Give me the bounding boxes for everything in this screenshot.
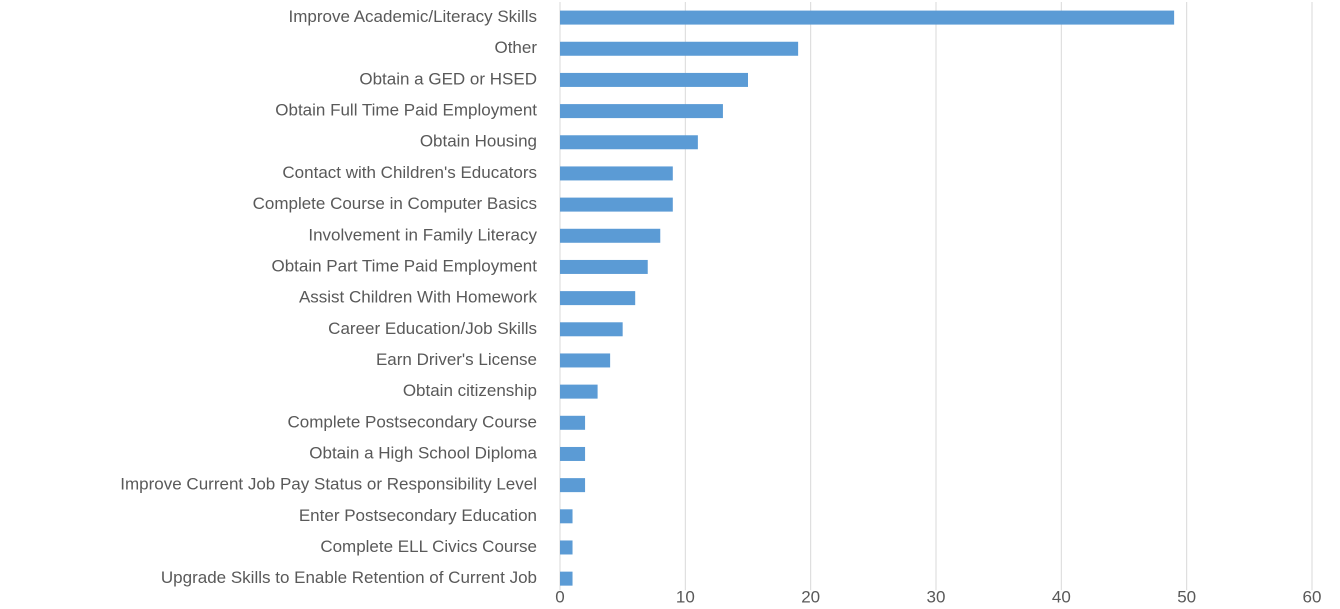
bar bbox=[560, 166, 673, 181]
y-tick-label: Obtain a GED or HSED bbox=[359, 69, 537, 88]
bar bbox=[560, 384, 598, 399]
y-tick-label: Earn Driver's License bbox=[376, 350, 537, 369]
y-tick-label: Improve Academic/Literacy Skills bbox=[289, 7, 537, 26]
bar bbox=[560, 259, 648, 274]
x-tick-label: 20 bbox=[801, 588, 820, 607]
bar bbox=[560, 10, 1175, 25]
bar bbox=[560, 41, 799, 56]
bar bbox=[560, 72, 748, 87]
bar bbox=[560, 322, 623, 337]
y-tick-label: Involvement in Family Literacy bbox=[308, 225, 537, 244]
y-tick-label: Obtain Part Time Paid Employment bbox=[271, 256, 537, 275]
x-tick-label: 40 bbox=[1052, 588, 1071, 607]
y-tick-label: Other bbox=[494, 38, 537, 57]
y-tick-label: Obtain Full Time Paid Employment bbox=[275, 101, 537, 120]
bar bbox=[560, 509, 573, 524]
y-tick-label: Complete ELL Civics Course bbox=[320, 537, 537, 556]
bar bbox=[560, 446, 586, 461]
y-tick-label: Complete Postsecondary Course bbox=[288, 412, 537, 431]
y-tick-label: Contact with Children's Educators bbox=[282, 163, 537, 182]
y-tick-label: Obtain citizenship bbox=[403, 381, 537, 400]
y-tick-label: Enter Postsecondary Education bbox=[299, 506, 537, 525]
x-tick-label: 0 bbox=[555, 588, 564, 607]
bar bbox=[560, 135, 698, 150]
x-tick-label: 60 bbox=[1303, 588, 1322, 607]
bar bbox=[560, 353, 611, 368]
y-tick-label: Improve Current Job Pay Status or Respon… bbox=[120, 475, 537, 494]
x-tick-label: 50 bbox=[1177, 588, 1196, 607]
y-tick-label: Career Education/Job Skills bbox=[328, 319, 537, 338]
bar bbox=[560, 228, 661, 243]
bar bbox=[560, 540, 573, 555]
x-tick-label: 30 bbox=[927, 588, 946, 607]
bar bbox=[560, 291, 636, 306]
y-tick-label: Upgrade Skills to Enable Retention of Cu… bbox=[161, 568, 537, 587]
y-tick-label: Complete Course in Computer Basics bbox=[253, 194, 537, 213]
bar bbox=[560, 104, 723, 119]
bar bbox=[560, 197, 673, 212]
x-tick-label: 10 bbox=[676, 588, 695, 607]
bar bbox=[560, 478, 586, 493]
bar bbox=[560, 415, 586, 430]
y-tick-label: Obtain Housing bbox=[420, 132, 537, 151]
y-tick-label: Assist Children With Homework bbox=[299, 288, 538, 307]
bar bbox=[560, 571, 573, 586]
y-tick-label: Obtain a High School Diploma bbox=[309, 443, 537, 462]
